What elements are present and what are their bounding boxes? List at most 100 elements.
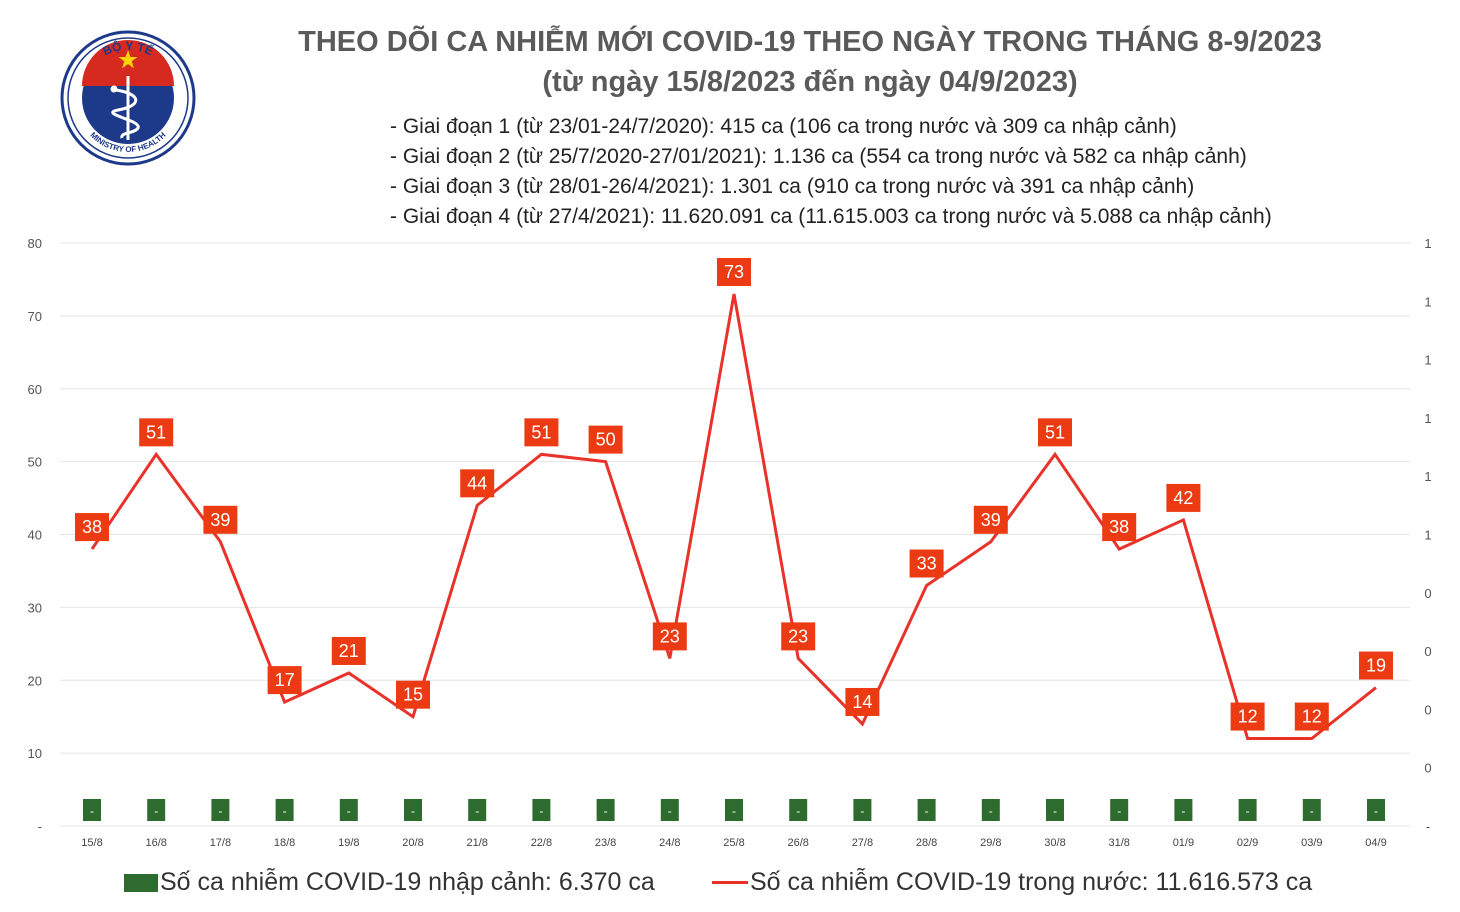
y-right-tick-label: 0 [1424, 644, 1431, 659]
legend-domestic: Số ca nhiễm COVID-19 trong nước: 11.616.… [712, 868, 1312, 897]
bar-value-label: - [989, 804, 993, 818]
bar-value-label: - [732, 804, 736, 818]
x-tick-label: 17/8 [210, 837, 231, 849]
y-left-tick-label: 80 [28, 236, 42, 251]
bar-value-label: - [475, 804, 479, 818]
phase-1-text: - Giai đoạn 1 (từ 23/01-24/7/2020): 415 … [390, 115, 1177, 138]
x-tick-label: 16/8 [145, 837, 166, 849]
data-label: 51 [531, 422, 551, 442]
y-left-tick-label: 20 [28, 673, 42, 688]
bar-value-label: - [1181, 804, 1185, 818]
data-label-box [588, 425, 623, 454]
ministry-of-health-logo: BỘ Y TẾ MINISTRY OF HEALTH [60, 30, 196, 166]
x-tick-label: 03/9 [1301, 837, 1322, 849]
x-tick-label: 28/8 [916, 837, 937, 849]
x-tick-label: 19/8 [338, 837, 359, 849]
data-label: 38 [82, 517, 102, 537]
bar-imported [404, 799, 422, 821]
chart-subtitle: (từ ngày 15/8/2023 đến ngày 04/9/2023) [542, 66, 1078, 98]
x-tick-label: 02/9 [1237, 837, 1258, 849]
x-tick-label: 30/8 [1044, 837, 1065, 849]
bar-value-label: - [218, 804, 222, 818]
data-label: 51 [1045, 422, 1065, 442]
bar-imported [789, 799, 808, 821]
svg-text:BỘ Y TẾ: BỘ Y TẾ [101, 38, 156, 58]
data-label-box [781, 622, 816, 651]
y-right-tick-label: 0 [1424, 702, 1431, 717]
legend-imported-label: Số ca nhiễm COVID-19 nhập cảnh: 6.370 ca [160, 868, 655, 896]
bar-imported [725, 799, 743, 821]
y-left-tick-label: 30 [28, 600, 42, 615]
x-tick-label: 22/8 [531, 837, 552, 849]
data-label-box [139, 418, 174, 447]
data-label: 21 [339, 641, 359, 661]
bar-imported [1046, 799, 1064, 821]
bar-value-label: - [90, 804, 94, 818]
y-right-tick-label: - [1426, 819, 1430, 834]
data-label: 39 [981, 510, 1001, 530]
phase-3-text: - Giai đoạn 3 (từ 28/01-26/4/2021): 1.30… [390, 175, 1195, 198]
x-tick-label: 31/8 [1108, 837, 1129, 849]
data-label-box [203, 505, 238, 534]
x-tick-label: 25/8 [723, 837, 744, 849]
chart-title: THEO DÕI CA NHIỄM MỚI COVID-19 THEO NGÀY… [298, 26, 1322, 58]
bar-value-label: - [1310, 804, 1314, 818]
bar-imported [853, 799, 872, 821]
legend-domestic-label: Số ca nhiễm COVID-19 trong nước: 11.616.… [750, 868, 1313, 896]
bar-value-label: - [1117, 804, 1121, 818]
bar-imported [1367, 799, 1385, 821]
bar-imported [275, 799, 294, 821]
logo-top-text: BỘ Y TẾ [101, 38, 156, 58]
x-tick-label: 26/8 [787, 837, 808, 849]
phase-summary: - Giai đoạn 1 (từ 23/01-24/7/2020): 415 … [390, 112, 1272, 232]
data-label-box [845, 687, 880, 716]
data-label: 14 [852, 692, 872, 712]
data-label: 12 [1302, 707, 1322, 727]
bar-imported [917, 799, 936, 821]
data-label: 38 [1109, 517, 1129, 537]
bar-value-label: - [539, 804, 543, 818]
x-tick-label: 18/8 [274, 837, 295, 849]
x-tick-label: 15/8 [81, 837, 102, 849]
phase-4-text: - Giai đoạn 4 (từ 27/4/2021): 11.620.091… [390, 205, 1272, 228]
bar-value-label: - [411, 804, 415, 818]
bar-value-label: - [604, 804, 608, 818]
y-right-tick-label: 1 [1424, 469, 1431, 484]
x-tick-label: 29/8 [980, 837, 1001, 849]
data-label: 33 [917, 554, 937, 574]
bar-value-label: - [154, 804, 158, 818]
phase-2-text: - Giai đoạn 2 (từ 25/7/2020-27/01/2021):… [390, 145, 1247, 168]
data-label-box [973, 505, 1008, 534]
bar-imported [1302, 799, 1321, 821]
bar-imported [596, 799, 615, 821]
data-label-box [1294, 702, 1329, 731]
data-label: 39 [210, 510, 230, 530]
y-left-tick-label: 10 [28, 746, 42, 761]
bar-value-label: - [283, 804, 287, 818]
data-label-box [717, 258, 751, 287]
data-label: 17 [275, 670, 295, 690]
bar-imported [339, 799, 358, 821]
data-label-box [1166, 483, 1201, 512]
bar-value-label: - [668, 804, 672, 818]
data-label-box [396, 680, 430, 709]
data-label: 19 [1366, 656, 1386, 676]
data-label-box [1102, 513, 1137, 542]
y-right-tick-label: 0 [1424, 586, 1431, 601]
y-left-tick-label: 70 [28, 309, 42, 324]
data-label-box [1038, 418, 1072, 447]
y-left-tick-label: - [38, 819, 42, 834]
x-tick-label: 27/8 [852, 837, 873, 849]
bar-imported [83, 799, 101, 821]
data-label-box [652, 622, 687, 651]
data-label-box [1359, 651, 1393, 680]
bar-imported [211, 799, 230, 821]
data-label-box [75, 513, 109, 542]
series-line-domestic [90, 293, 1377, 741]
bar-imported [468, 799, 487, 821]
y-right-tick-label: 1 [1424, 294, 1431, 309]
bar-value-label: - [925, 804, 929, 818]
bar-imported [660, 799, 679, 821]
y-left-tick-label: 60 [28, 382, 42, 397]
